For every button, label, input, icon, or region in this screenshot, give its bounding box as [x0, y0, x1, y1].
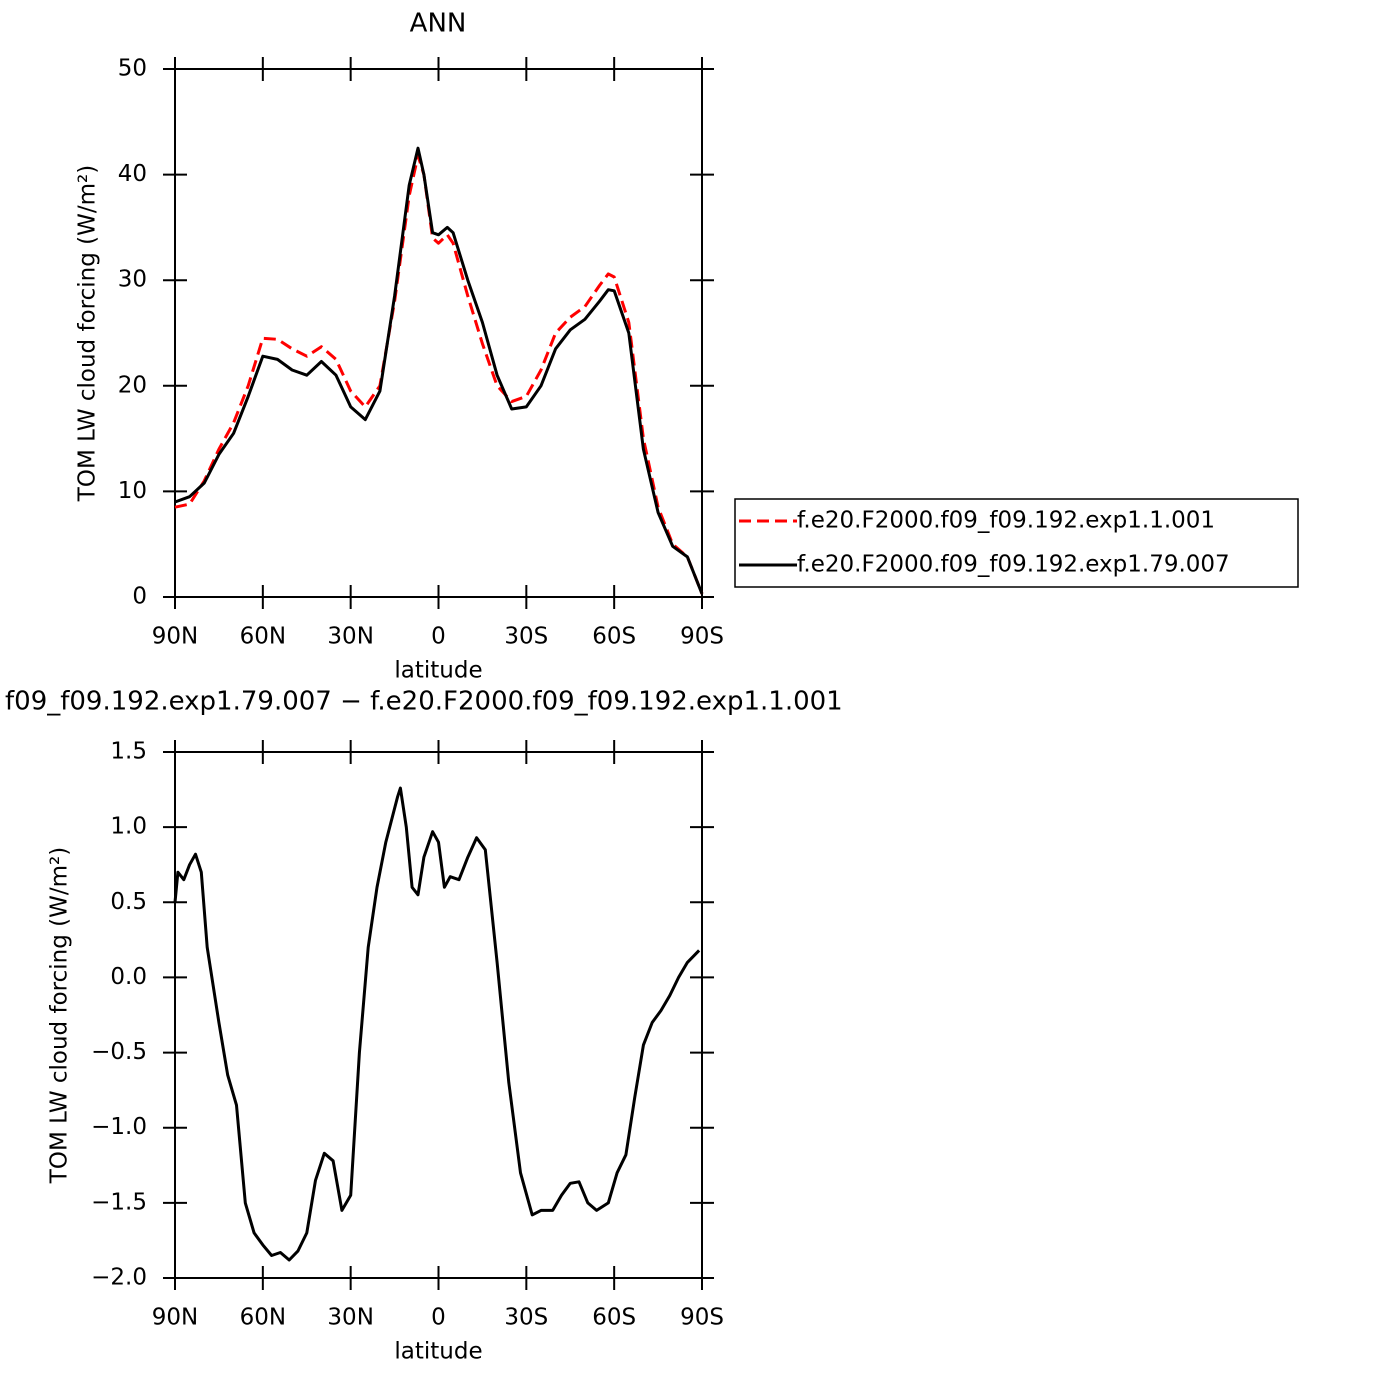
y-tick-label: 50	[118, 56, 147, 82]
x-tick-label: 60N	[240, 624, 286, 650]
legend-label: f.e20.F2000.f09_f09.192.exp1.79.007	[797, 552, 1230, 578]
x-tick-label: 60N	[240, 1305, 286, 1331]
y-tick-label: −1.5	[91, 1189, 147, 1215]
data-line	[173, 786, 701, 1262]
x-tick-label: 30S	[504, 1305, 548, 1331]
data-line	[174, 154, 704, 595]
x-tick-label: 60S	[592, 624, 636, 650]
chart-title: ANN	[410, 9, 467, 39]
y-tick-label: 0.0	[110, 964, 147, 990]
y-tick-label: 20	[118, 372, 147, 398]
x-tick-label: 90S	[680, 1305, 724, 1331]
x-tick-label: 30S	[504, 624, 548, 650]
y-axis-label: TOM LW cloud forcing (W/m²)	[75, 165, 101, 502]
y-tick-label: 40	[118, 161, 147, 187]
plot-frame	[174, 751, 703, 1279]
y-tick-label: 0	[132, 584, 147, 610]
x-axis-label: latitude	[394, 658, 482, 684]
chart-title: f09_f09.192.exp1.79.007 − f.e20.F2000.f0…	[5, 687, 843, 717]
y-axis-label: TOM LW cloud forcing (W/m²)	[47, 847, 73, 1184]
x-tick-label: 30N	[327, 1305, 373, 1331]
legend-box	[734, 498, 1299, 588]
plot-frame	[174, 68, 703, 598]
y-tick-label: −1.0	[91, 1114, 147, 1140]
y-tick-label: 1.0	[110, 814, 147, 840]
x-tick-label: 60S	[592, 1305, 636, 1331]
data-line	[174, 146, 704, 595]
y-tick-label: 10	[118, 478, 147, 504]
y-tick-label: 1.5	[110, 739, 147, 765]
x-axis-label: latitude	[394, 1339, 482, 1365]
x-tick-label: 90S	[680, 624, 724, 650]
y-tick-label: −2.0	[91, 1265, 147, 1291]
x-tick-label: 30N	[327, 624, 373, 650]
x-tick-label: 90N	[152, 1305, 198, 1331]
y-tick-label: −0.5	[91, 1039, 147, 1065]
x-tick-label: 90N	[152, 624, 198, 650]
x-tick-label: 0	[431, 624, 446, 650]
legend-label: f.e20.F2000.f09_f09.192.exp1.1.001	[797, 508, 1215, 534]
x-tick-label: 0	[431, 1305, 446, 1331]
y-tick-label: 0.5	[110, 889, 147, 915]
y-tick-label: 30	[118, 267, 147, 293]
